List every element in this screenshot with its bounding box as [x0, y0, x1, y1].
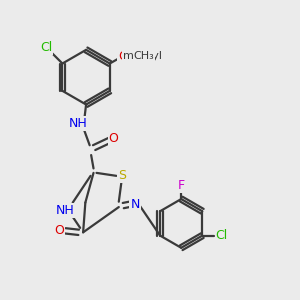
Text: NH: NH: [56, 203, 75, 217]
Text: O: O: [54, 224, 64, 237]
Text: F: F: [178, 179, 185, 192]
Text: O: O: [109, 132, 118, 145]
Text: O: O: [118, 50, 128, 63]
Text: Cl: Cl: [215, 229, 228, 242]
Text: CH₃: CH₃: [134, 51, 154, 61]
Text: NH: NH: [69, 117, 88, 130]
Text: N: N: [130, 198, 140, 211]
Text: Cl: Cl: [40, 41, 52, 54]
Text: S: S: [118, 169, 126, 182]
Text: methyl: methyl: [123, 51, 162, 61]
